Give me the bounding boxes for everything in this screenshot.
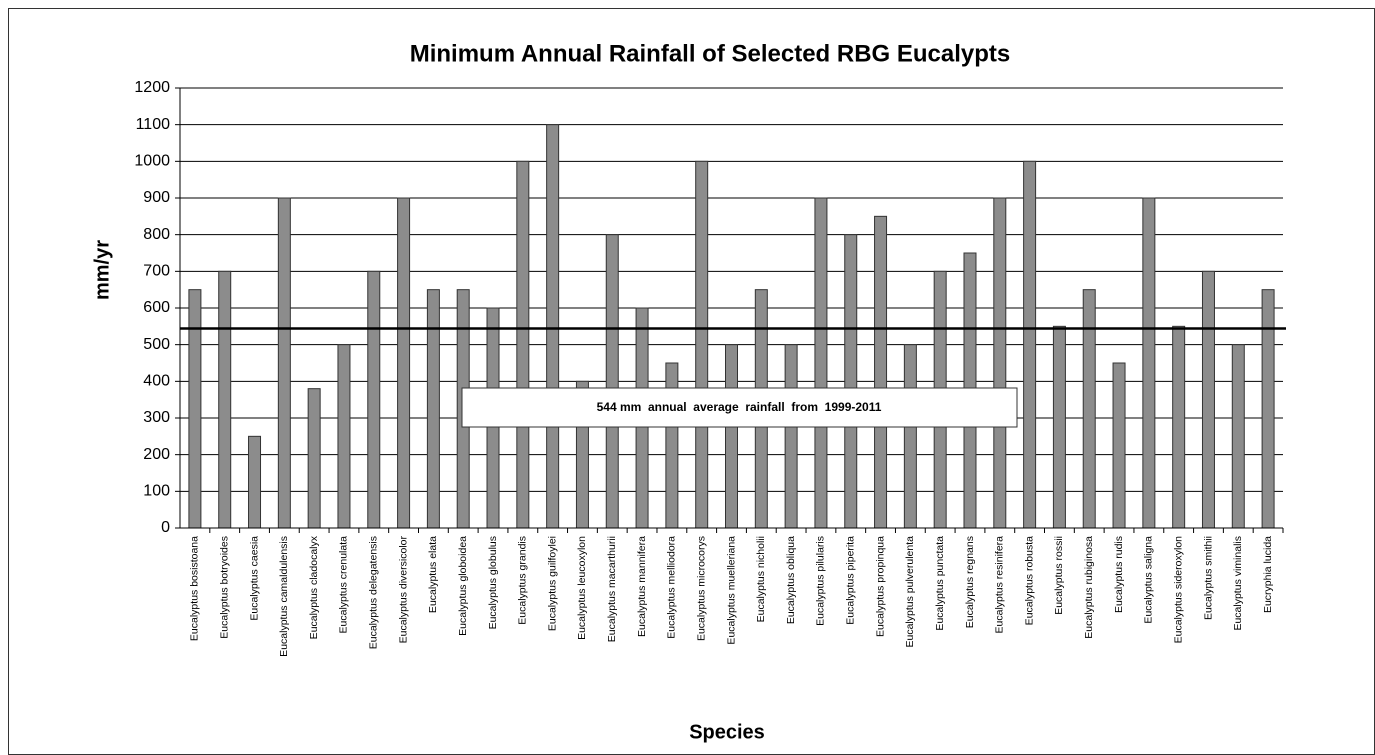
x-tick-label: Eucalyptus resinifera <box>994 536 1006 634</box>
y-tick-label: 600 <box>143 299 170 316</box>
x-tick-label: Eucalyptus caesia <box>248 536 260 621</box>
bar <box>1112 362 1126 529</box>
x-tick-label: Eucalyptus viminalis <box>1232 536 1244 631</box>
x-tick-label: Eucalyptus elata <box>427 536 439 613</box>
x-tick-label: Eucalyptus macarthurii <box>606 536 618 642</box>
bar <box>903 344 917 529</box>
bar <box>993 197 1007 529</box>
bar <box>1082 289 1096 529</box>
x-tick-label: Eucalyptus globulus <box>487 536 499 629</box>
y-tick-label: 300 <box>143 409 170 426</box>
bar <box>874 215 888 529</box>
y-axis-label: mm/yr <box>91 240 113 300</box>
annotation: 544 mm annual average rainfall from 1999… <box>597 400 882 414</box>
x-tick-label: Eucalyptus camaldulensis <box>278 536 290 657</box>
bar <box>605 234 619 529</box>
x-tick-label: Eucalyptus bosistoana <box>189 536 201 641</box>
y-tick-label: 1000 <box>134 153 170 170</box>
bar <box>1142 197 1156 529</box>
y-tick-label: 200 <box>143 446 170 463</box>
x-tick-label: Eucalyptus grandis <box>517 536 529 625</box>
bar <box>188 289 202 529</box>
x-tick-label: Eucalyptus delegatensis <box>368 536 380 649</box>
bar <box>844 234 858 529</box>
bar <box>1172 325 1186 529</box>
x-tick-label: Eucalyptus smithii <box>1202 536 1214 620</box>
y-tick-label: 900 <box>143 189 170 206</box>
y-tick-label: 0 <box>161 519 170 536</box>
x-tick-label: Eucalyptus melliodora <box>666 536 678 639</box>
bar <box>218 270 232 529</box>
bar <box>1023 160 1037 529</box>
x-tick-label: Eucalyptus rossii <box>1053 536 1065 615</box>
bar <box>784 344 798 529</box>
chart-title: Minimum Annual Rainfall of Selected RBG … <box>410 40 1011 67</box>
x-tick-label: Eucalyptus botryoides <box>218 536 230 639</box>
bar <box>277 197 291 529</box>
x-tick-label: Eucalyptus saligna <box>1143 536 1155 624</box>
x-tick-label: Eucalyptus leucoxylon <box>576 536 588 640</box>
annotation-box <box>461 387 1018 428</box>
y-tick-label: 100 <box>143 483 170 500</box>
bar <box>367 270 381 529</box>
bar <box>307 388 321 529</box>
x-tick-label: Eucalyptus pilularis <box>815 536 827 626</box>
y-tick-label: 1100 <box>136 116 171 133</box>
x-tick-label: Eucalyptus diversicolor <box>397 536 409 644</box>
bar <box>397 197 411 529</box>
x-tick-label: Eucalyptus piperita <box>845 536 857 625</box>
x-tick-label: Eucalyptus rubiginosa <box>1083 536 1095 639</box>
bar <box>695 160 709 529</box>
x-tick-label: Eucalyptus cladocalyx <box>308 535 320 639</box>
x-tick-label: Eucalyptus mannifera <box>636 536 648 637</box>
bar <box>1052 325 1066 529</box>
x-tick-label: Eucalyptus propinqua <box>874 536 886 637</box>
x-tick-label: Eucalyptus pulverulenta <box>904 536 916 648</box>
bar <box>546 124 560 529</box>
x-tick-label: Eucalyptus punctata <box>934 536 946 631</box>
x-tick-label: Eucalyptus rudis <box>1113 536 1125 613</box>
x-tick-label: Eucalyptus guilfoylei <box>546 536 558 631</box>
y-tick-label: 800 <box>143 226 170 243</box>
x-tick-label: Eucalyptus crenulata <box>338 536 350 634</box>
y-tick-label: 400 <box>143 373 170 390</box>
bar <box>337 344 351 529</box>
x-tick-label: Eucalyptus robusta <box>1023 536 1035 625</box>
bar <box>814 197 828 529</box>
x-tick-label: Eucalyptus regnans <box>964 536 976 628</box>
bar <box>516 160 530 529</box>
x-tick-label: Eucalyptus globoidea <box>457 536 469 636</box>
bar <box>426 289 440 529</box>
x-tick-label: Eucryphia lucida <box>1262 536 1274 613</box>
y-tick-label: 1200 <box>134 79 170 96</box>
x-tick-label: Eucalyptus nicholii <box>755 536 767 622</box>
x-tick-label: Eucalyptus obliqua <box>785 536 797 624</box>
x-tick-label: Eucalyptus microcorys <box>695 536 707 641</box>
bar <box>248 435 262 529</box>
x-axis-label: Species <box>689 721 765 743</box>
bar <box>1261 289 1275 529</box>
bar <box>1231 344 1245 529</box>
bar <box>725 344 738 529</box>
x-tick-label: Eucalyptus sideroxylon <box>1172 536 1184 644</box>
bar <box>1201 270 1215 529</box>
y-tick-label: 500 <box>143 336 170 353</box>
x-tick-label: Eucalyptus muelleriana <box>725 536 737 645</box>
y-tick-label: 700 <box>143 263 170 280</box>
